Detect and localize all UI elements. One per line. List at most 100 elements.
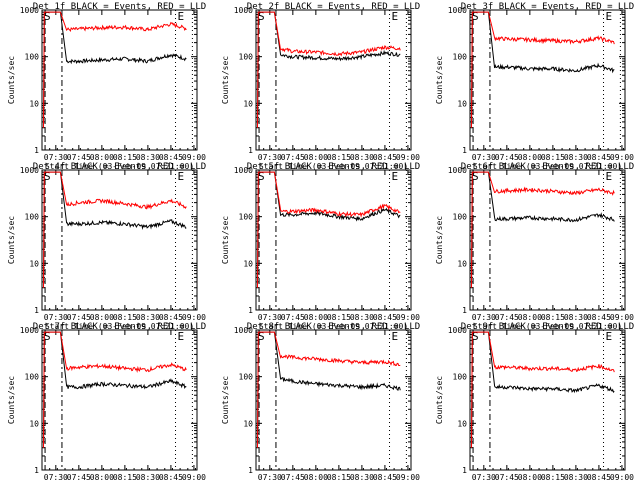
plot-frame [469, 329, 626, 471]
events-series-line [257, 11, 401, 128]
x-tick-label: 08:30 [350, 313, 374, 322]
x-tick-label: 07:30 [44, 473, 68, 480]
x-tick-label: 08:45 [587, 153, 611, 162]
x-tick-label: 07:45 [67, 473, 91, 480]
start-marker-label: S [258, 330, 265, 343]
x-tick-label: 08:30 [564, 153, 588, 162]
x-tick-label: 08:30 [350, 153, 374, 162]
x-axis-label: Start Time (03-Feb-09 07:21:00) [473, 162, 622, 171]
plot-frame [255, 329, 412, 471]
y-axis-label: Counts/sec [435, 376, 444, 424]
x-tick-label: 07:45 [67, 313, 91, 322]
x-tick-label: 07:45 [495, 153, 519, 162]
x-axis-label: Start Time (03-Feb-09 07:21:00) [45, 162, 194, 171]
events-series-line [471, 11, 615, 128]
x-tick-label: 07:30 [44, 313, 68, 322]
y-axis-label: Counts/sec [221, 376, 230, 424]
chart-panel: Det 1f BLACK = Events, RED = LLD 1 10 100 10… [7, 2, 206, 171]
lld-series-line [43, 171, 187, 288]
x-tick-label: 08:45 [587, 313, 611, 322]
x-tick-label: 08:30 [136, 153, 160, 162]
plot-frame [469, 169, 626, 311]
chart-panel: Det 9f BLACK = Events, RED = LLD 1 10 100 10… [435, 322, 634, 480]
chart-panel: Det 7f BLACK = Events, RED = LLD 1 10 100 10… [7, 322, 206, 480]
x-tick-label: 07:45 [67, 153, 91, 162]
start-marker-label: S [472, 10, 479, 23]
x-tick-label: 08:00 [90, 473, 114, 480]
y-axis-label: Counts/sec [435, 216, 444, 264]
x-tick-label: 07:30 [472, 153, 496, 162]
x-tick-label: 08:15 [113, 473, 137, 480]
x-tick-label: 08:30 [136, 473, 160, 480]
y-tick-label: 100 [25, 53, 40, 62]
y-tick-label: 1 [462, 146, 467, 155]
x-tick-label: 08:45 [373, 153, 397, 162]
plot-frame [41, 9, 198, 151]
x-tick-label: 08:00 [518, 153, 542, 162]
chart-title: Det 2f BLACK = Events, RED = LLD [247, 2, 420, 12]
chart-panel: Det 6f BLACK = Events, RED = LLD 1 10 100 10… [435, 162, 634, 331]
y-tick-label: 100 [453, 373, 468, 382]
y-tick-label: 1000 [20, 6, 39, 15]
chart-title: Det 1f BLACK = Events, RED = LLD [33, 2, 206, 12]
x-axis-label: Start Time (03-Feb-09 07:21:00) [259, 162, 408, 171]
y-tick-label: 100 [453, 213, 468, 222]
x-tick-label: 09:00 [396, 473, 420, 480]
x-tick-label: 07:30 [472, 313, 496, 322]
start-marker-label: S [258, 170, 265, 183]
plot-frame [41, 329, 198, 471]
start-marker-label: S [472, 170, 479, 183]
x-axis-label: Start Time (03-Feb-09 07:21:00) [259, 322, 408, 331]
end-marker-label: E [392, 330, 399, 343]
chart-panel: Det 3f BLACK = Events, RED = LLD 1 10 100 10… [435, 2, 634, 171]
y-tick-label: 1000 [448, 326, 467, 335]
y-axis-label: Counts/sec [435, 56, 444, 104]
chart-title: Det 8f BLACK = Events, RED = LLD [247, 322, 420, 332]
x-tick-label: 08:15 [113, 313, 137, 322]
x-tick-label: 08:00 [304, 473, 328, 480]
plot-frame [469, 9, 626, 151]
end-marker-label: E [606, 330, 613, 343]
lld-series-line [257, 171, 401, 288]
x-tick-label: 09:00 [182, 153, 206, 162]
x-tick-label: 08:15 [327, 473, 351, 480]
x-tick-label: 08:45 [373, 313, 397, 322]
x-tick-label: 08:45 [159, 473, 183, 480]
end-marker-label: E [606, 170, 613, 183]
y-tick-label: 1 [34, 466, 39, 475]
x-tick-label: 08:30 [350, 473, 374, 480]
y-tick-label: 10 [243, 419, 253, 428]
x-tick-label: 08:45 [587, 473, 611, 480]
x-tick-label: 07:45 [281, 313, 305, 322]
x-tick-label: 09:00 [396, 313, 420, 322]
y-tick-label: 1000 [234, 6, 253, 15]
y-tick-label: 1 [34, 306, 39, 315]
x-tick-label: 08:15 [541, 473, 565, 480]
y-axis-label: Counts/sec [221, 56, 230, 104]
x-tick-label: 07:45 [281, 153, 305, 162]
lld-series-line [43, 331, 187, 448]
y-tick-label: 1000 [234, 326, 253, 335]
start-marker-label: S [44, 330, 51, 343]
y-tick-label: 1 [248, 306, 253, 315]
x-axis-label: Start Time (03-Feb-09 07:21:00) [473, 322, 622, 331]
x-tick-label: 08:00 [304, 153, 328, 162]
lld-series-line [471, 11, 615, 128]
x-tick-label: 09:00 [182, 473, 206, 480]
events-series-line [43, 171, 187, 288]
end-marker-label: E [178, 170, 185, 183]
x-tick-label: 08:00 [518, 313, 542, 322]
events-series-line [43, 331, 187, 448]
x-tick-label: 08:15 [541, 313, 565, 322]
lld-series-line [257, 11, 401, 128]
x-tick-label: 07:45 [281, 473, 305, 480]
x-tick-label: 08:00 [90, 313, 114, 322]
end-marker-label: E [392, 10, 399, 23]
y-tick-label: 1000 [20, 166, 39, 175]
x-tick-label: 08:00 [518, 473, 542, 480]
y-tick-label: 1 [462, 306, 467, 315]
start-marker-label: S [472, 330, 479, 343]
events-series-line [257, 331, 401, 448]
x-tick-label: 07:30 [44, 153, 68, 162]
x-tick-label: 08:15 [541, 153, 565, 162]
